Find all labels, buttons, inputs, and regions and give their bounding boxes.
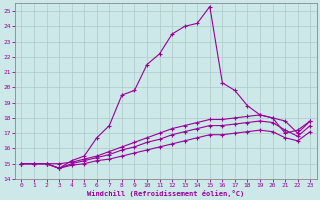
X-axis label: Windchill (Refroidissement éolien,°C): Windchill (Refroidissement éolien,°C) (87, 190, 244, 197)
